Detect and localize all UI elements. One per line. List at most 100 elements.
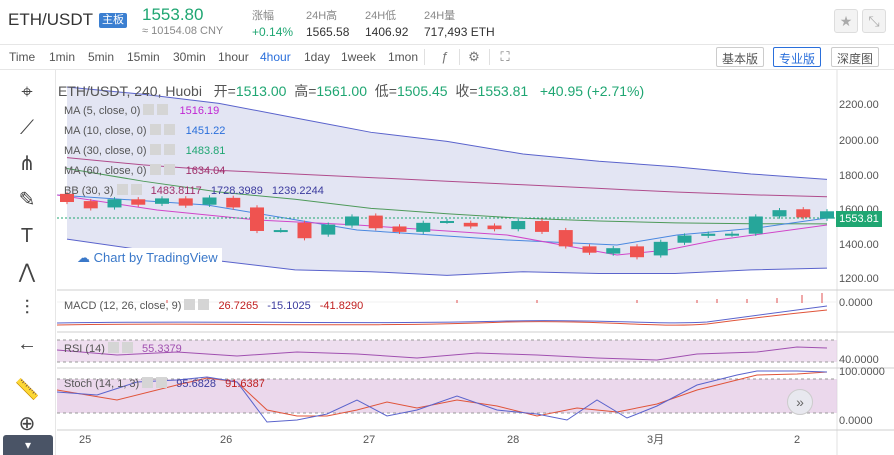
change-value: +0.14% xyxy=(252,25,294,39)
interval-30min[interactable]: 30min xyxy=(173,50,206,64)
pattern-tool[interactable]: ⋀ xyxy=(12,258,42,286)
candle-body xyxy=(321,224,336,235)
drawing-toolbar: ⌖ ⟋ ⋔ ✎ T ⋀ ⫶ ← 📏 ⊕ ▾ xyxy=(0,70,56,455)
settings-icon[interactable] xyxy=(149,164,161,175)
candle-body xyxy=(558,230,573,247)
interval-4hour[interactable]: 4hour xyxy=(260,50,291,64)
date-axis: 25 26 27 28 3月 2 xyxy=(79,434,800,446)
close-icon[interactable] xyxy=(163,144,175,155)
candle-body xyxy=(83,201,98,209)
symbol-label: ETH/USDT, 240, Huobi xyxy=(58,83,202,99)
close-value: 1553.81 xyxy=(477,83,529,99)
ma10-legend[interactable]: MA (10, close, 0) 1451.22 xyxy=(64,124,226,137)
expand-tools-button[interactable]: ▾ xyxy=(3,435,53,455)
toolbar-divider xyxy=(424,49,425,65)
close-icon[interactable] xyxy=(157,104,169,115)
crosshair-tool[interactable]: ⌖ xyxy=(12,78,42,106)
interval-15min[interactable]: 15min xyxy=(127,50,160,64)
ma30-line xyxy=(66,168,828,225)
price-tick: 1200.00 xyxy=(839,273,879,285)
back-tool[interactable]: ← xyxy=(12,330,42,358)
change-label: 涨幅 xyxy=(252,10,274,22)
brush-tool[interactable]: ✎ xyxy=(12,186,42,214)
zoom-in-icon: ⊕ xyxy=(18,413,36,435)
ma5-line xyxy=(57,194,828,256)
close-icon[interactable] xyxy=(156,377,168,388)
trendline-tool[interactable]: ⟋ xyxy=(12,114,42,142)
candle-body xyxy=(701,233,716,236)
high-label: 高= xyxy=(294,83,317,99)
candle-body xyxy=(178,198,193,206)
measure-tool[interactable]: 📏 xyxy=(12,376,42,404)
settings-icon[interactable] xyxy=(149,144,161,155)
macd-histogram xyxy=(166,293,823,303)
candle-body xyxy=(748,216,763,234)
close-icon[interactable] xyxy=(130,184,142,195)
cny-price: ≈ 10154.08 CNY xyxy=(142,25,224,37)
candle-body xyxy=(155,198,169,204)
text-tool[interactable]: T xyxy=(12,222,42,250)
stoch-legend[interactable]: Stoch (14, 1, 3) 95.6828 91.6387 xyxy=(64,377,265,390)
interval-1mon[interactable]: 1mon xyxy=(388,50,419,64)
collapse-button[interactable]: ⤡ xyxy=(862,9,886,33)
candle-body xyxy=(511,221,526,230)
view-pro-button[interactable]: 专业版 xyxy=(773,47,822,67)
close-icon[interactable] xyxy=(163,124,175,135)
settings-icon[interactable] xyxy=(142,377,154,388)
interval-1week[interactable]: 1week xyxy=(341,50,376,64)
interval-5min[interactable]: 5min xyxy=(88,50,115,64)
ma60-legend[interactable]: MA (60, close, 0) 1634.04 xyxy=(64,164,226,177)
high-value: 1565.58 xyxy=(306,25,350,39)
settings-icon[interactable] xyxy=(149,124,161,135)
view-depth-button[interactable]: 深度图 xyxy=(831,47,880,67)
close-icon[interactable] xyxy=(198,299,210,310)
collapse-icon: ⤡ xyxy=(868,13,880,29)
date-tick: 25 xyxy=(79,434,91,446)
star-icon: ★ xyxy=(839,13,853,29)
close-icon[interactable] xyxy=(163,164,175,175)
ma5-legend[interactable]: MA (5, close, 0) 1516.19 xyxy=(64,104,220,117)
view-basic-button[interactable]: 基本版 xyxy=(716,47,765,67)
candle-body xyxy=(226,197,241,208)
ticker-header: ETH/USDT 主板 1553.80 ≈ 10154.08 CNY 涨幅 +0… xyxy=(0,0,894,44)
settings-icon[interactable] xyxy=(184,299,196,310)
favorite-button[interactable]: ★ xyxy=(834,9,858,33)
settings-icon[interactable]: ⚙ xyxy=(468,49,480,64)
settings-icon[interactable] xyxy=(143,104,155,115)
interval-1hour[interactable]: 1hour xyxy=(218,50,249,64)
fullscreen-icon[interactable]: ⛶ xyxy=(500,49,510,64)
indicators-icon[interactable]: ƒ xyxy=(441,49,449,64)
bb-legend[interactable]: BB (30, 3) 1483.8117 1728.3989 1239.2244 xyxy=(64,184,324,197)
settings-icon[interactable] xyxy=(107,342,119,353)
date-tick: 3月 xyxy=(647,434,664,446)
date-tick: 26 xyxy=(220,434,232,446)
ma30-legend[interactable]: MA (30, close, 0) 1483.81 xyxy=(64,144,226,157)
stoch-tick: 100.0000 xyxy=(839,366,885,378)
ma60-line xyxy=(66,157,828,198)
tradingview-watermark[interactable]: ☁ Chart by TradingView xyxy=(73,248,222,268)
fib-tool[interactable]: ⫶ xyxy=(12,294,42,322)
pitchfork-icon: ⋔ xyxy=(18,153,36,175)
scroll-to-realtime-button[interactable]: » xyxy=(787,389,813,415)
last-price: 1553.80 xyxy=(142,5,204,24)
toolbar-divider xyxy=(459,49,460,65)
interval-1min[interactable]: 1min xyxy=(49,50,76,64)
pitchfork-tool[interactable]: ⋔ xyxy=(12,150,42,178)
date-tick: 27 xyxy=(363,434,375,446)
candle-body xyxy=(582,246,597,253)
candle-body xyxy=(630,246,644,258)
date-tick: 2 xyxy=(794,434,800,446)
low-label: 低= xyxy=(374,83,397,99)
candle-body xyxy=(606,248,621,254)
settings-icon[interactable] xyxy=(116,184,128,195)
text-icon: T xyxy=(20,225,34,247)
volume-label: 24H量 xyxy=(424,10,456,22)
stoch-pane: 100.0000 0.0000 xyxy=(57,366,885,427)
interval-time[interactable]: Time xyxy=(9,50,36,64)
board-badge: 主板 xyxy=(99,13,127,28)
macd-legend[interactable]: MACD (12, 26, close, 9) 26.7265 -15.1025… xyxy=(64,299,364,312)
rsi-legend[interactable]: RSI (14) 55.3379 xyxy=(64,342,182,355)
interval-1day[interactable]: 1day xyxy=(304,50,331,64)
close-icon[interactable] xyxy=(121,342,133,353)
zoom-tool[interactable]: ⊕ xyxy=(12,410,42,438)
